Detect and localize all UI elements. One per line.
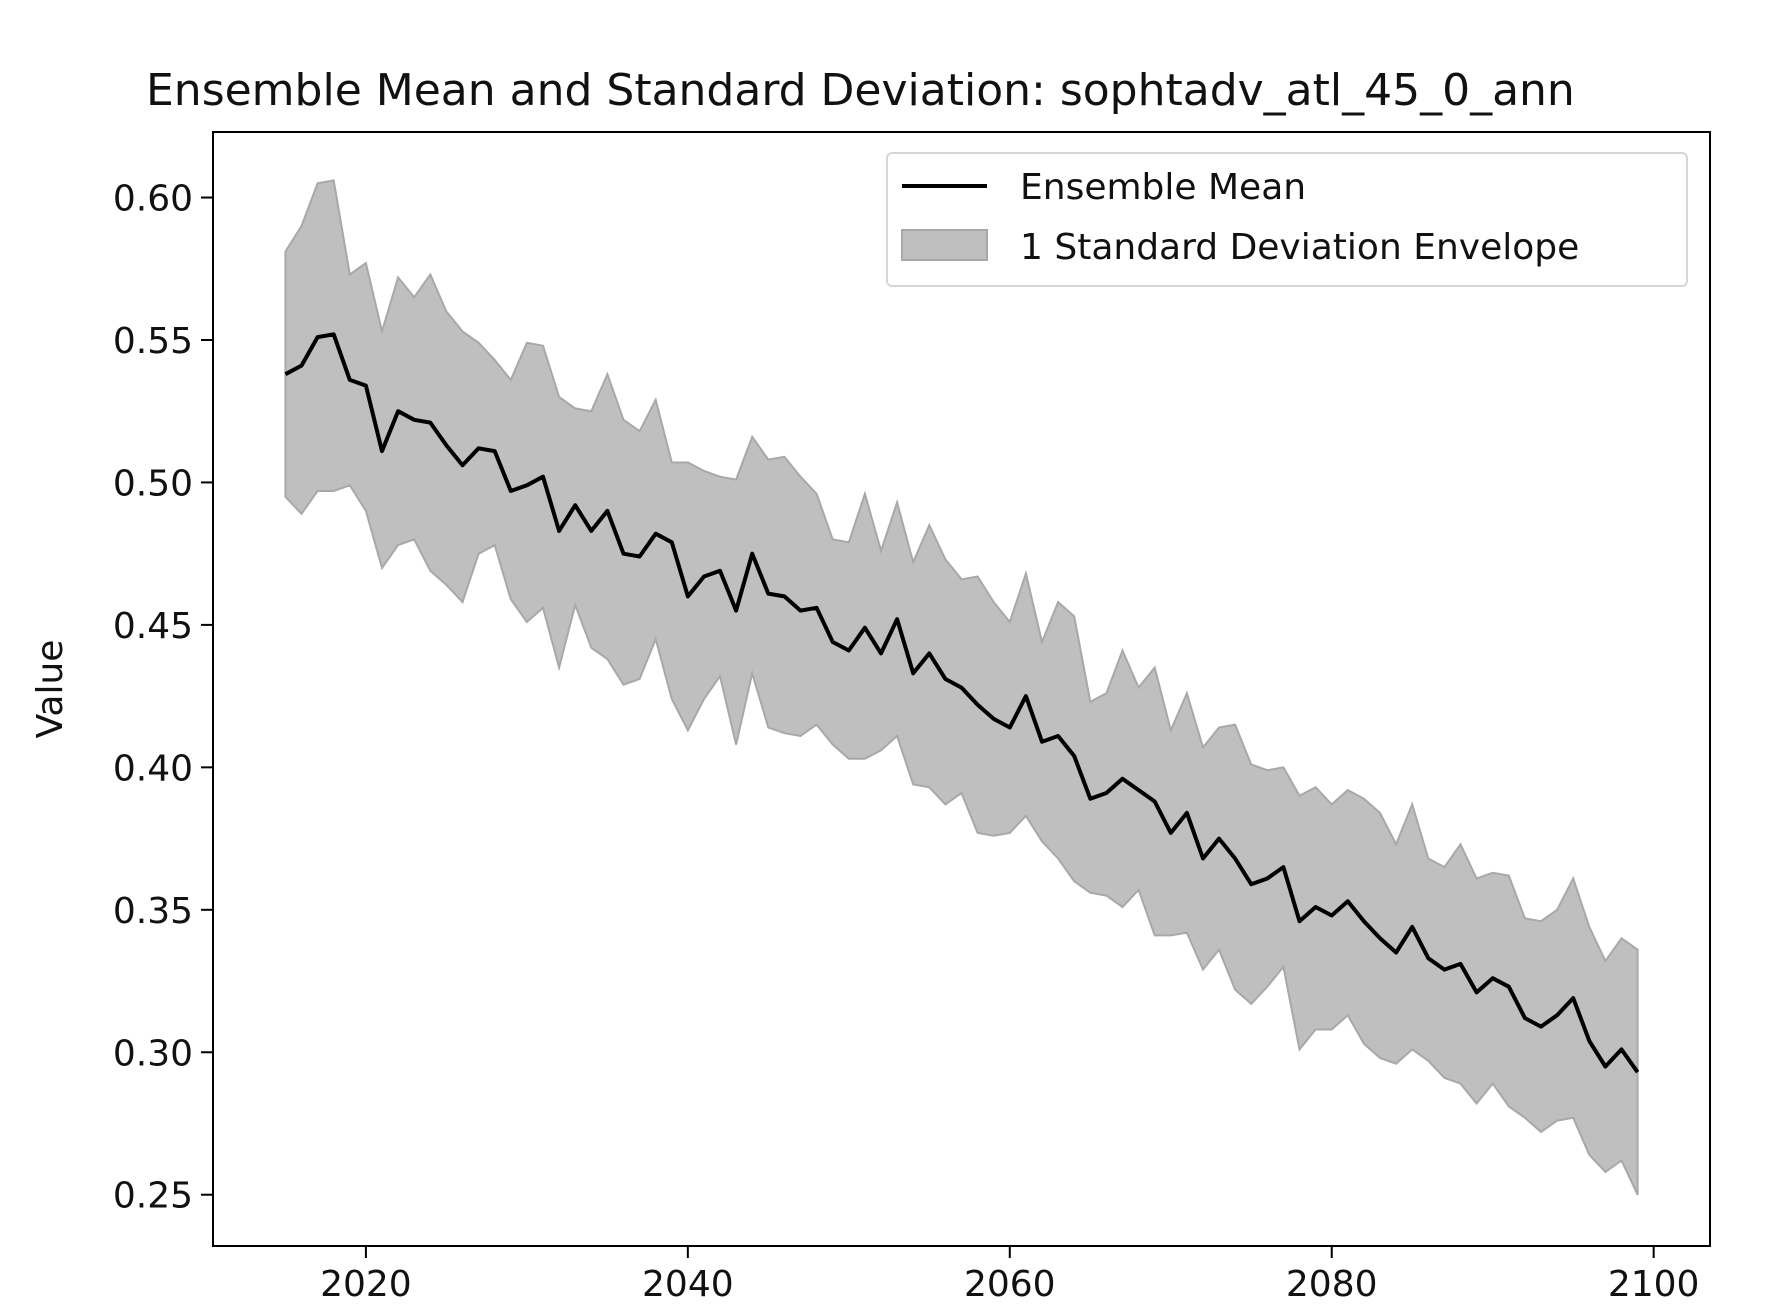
legend-envelope-swatch bbox=[901, 229, 988, 261]
legend-mean-label: Ensemble Mean bbox=[1020, 167, 1306, 208]
legend-frame bbox=[886, 152, 1688, 287]
y-tick-label: 0.45 bbox=[113, 606, 193, 647]
legend: Ensemble Mean 1 Standard Deviation Envel… bbox=[886, 152, 1688, 287]
y-tick-label: 0.55 bbox=[113, 321, 193, 362]
mean-line-layer bbox=[284, 332, 1640, 1074]
y-axis: 0.25 0.30 0.35 0.40 0.45 0.50 0.55 0.60 bbox=[113, 179, 213, 1217]
x-tick-label: 2100 bbox=[1608, 1264, 1700, 1305]
y-tick-label: 0.60 bbox=[113, 179, 193, 220]
y-axis-label: Value bbox=[30, 640, 71, 739]
x-tick-label: 2080 bbox=[1286, 1264, 1378, 1305]
legend-envelope-label: 1 Standard Deviation Envelope bbox=[1020, 227, 1579, 268]
plot-area bbox=[212, 131, 1711, 1247]
chart-title: Ensemble Mean and Standard Deviation: so… bbox=[146, 65, 1575, 116]
x-tick-label: 2060 bbox=[964, 1264, 1056, 1305]
y-tick-label: 0.25 bbox=[113, 1176, 193, 1217]
x-axis: 2020 2040 2060 2080 2100 bbox=[320, 1246, 1699, 1305]
ensemble-mean-line bbox=[284, 332, 1640, 1074]
y-tick-label: 0.50 bbox=[113, 463, 193, 504]
y-tick-label: 0.35 bbox=[113, 891, 193, 932]
plot-frame bbox=[212, 131, 1711, 1247]
y-tick-label: 0.40 bbox=[113, 748, 193, 789]
y-tick-label: 0.30 bbox=[113, 1033, 193, 1074]
x-tick-label: 2040 bbox=[642, 1264, 734, 1305]
x-tick-label: 2020 bbox=[320, 1264, 412, 1305]
